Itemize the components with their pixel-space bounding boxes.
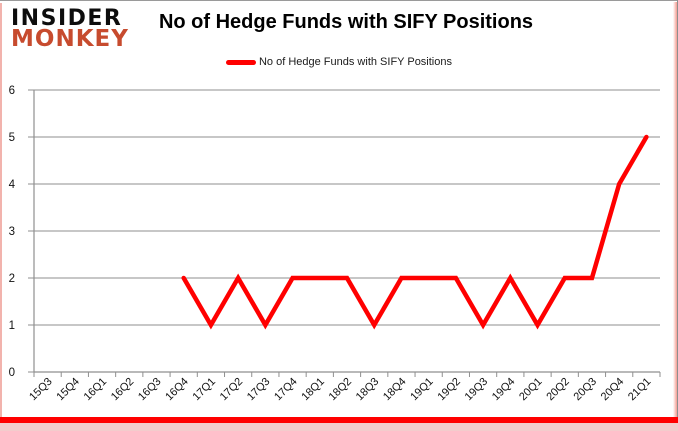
x-axis-label: 20Q4 [599, 376, 627, 404]
x-axis-label: 16Q1 [82, 376, 110, 404]
x-axis-label: 18Q3 [354, 376, 382, 404]
legend-line-swatch [225, 59, 256, 65]
x-axis-label: 19Q2 [435, 376, 463, 404]
x-axis-label: 16Q3 [136, 376, 164, 404]
x-axis-label: 16Q4 [163, 376, 191, 404]
logo-line1: INSIDER [11, 6, 123, 31]
frame-bottom-pink-strip [0, 423, 678, 431]
frame-bottom-red-bar [0, 417, 678, 423]
x-axis-label: 15Q3 [27, 376, 55, 404]
x-axis-label: 17Q4 [272, 376, 300, 404]
x-axis-label: 18Q4 [381, 376, 409, 404]
x-axis-label: 19Q1 [408, 376, 436, 404]
x-axis-label: 18Q2 [327, 376, 355, 404]
y-axis-label: 3 [9, 226, 15, 238]
chart-legend: No of Hedge Funds with SIFY Positions [0, 56, 678, 68]
x-axis-label: 21Q1 [626, 376, 654, 404]
y-axis-label: 1 [9, 320, 15, 332]
y-axis-label: 5 [9, 132, 15, 144]
x-axis-label: 18Q1 [299, 376, 327, 404]
x-axis-label: 20Q3 [572, 376, 600, 404]
series-line [181, 134, 649, 330]
x-axis-label: 19Q4 [490, 376, 518, 404]
y-axis-label: 0 [9, 367, 15, 379]
insider-monkey-logo: INSIDER MONKEY [11, 8, 129, 51]
y-axis-label: 2 [9, 273, 15, 285]
x-axis-label: 17Q3 [245, 376, 273, 404]
frame-top-border [0, 0, 678, 1]
x-axis-label: 15Q4 [54, 376, 82, 404]
x-axis-label: 20Q2 [544, 376, 572, 404]
legend-label: No of Hedge Funds with SIFY Positions [258, 56, 452, 68]
x-axis-label: 17Q2 [218, 376, 246, 404]
y-axis-label: 4 [9, 179, 16, 191]
frame-right-glow [673, 2, 677, 417]
x-axis-label: 20Q1 [517, 376, 545, 404]
x-axis-label: 19Q3 [463, 376, 491, 404]
x-axis-label: 17Q1 [191, 376, 219, 404]
page-title: No of Hedge Funds with SIFY Positions [158, 11, 534, 33]
logo-line2: MONKEY [11, 26, 129, 52]
y-axis-label: 6 [9, 85, 15, 97]
x-axis-label: 16Q2 [109, 376, 137, 404]
frame-left-glow [0, 3, 2, 417]
